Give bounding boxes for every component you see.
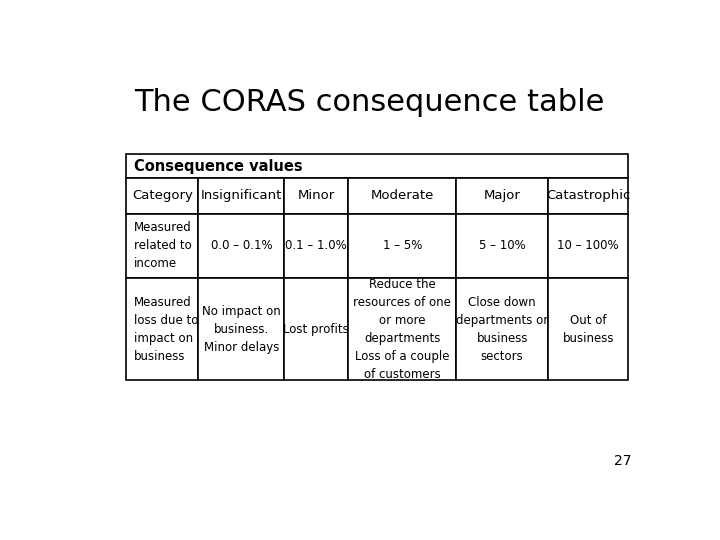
Bar: [348, 178, 456, 214]
Text: Moderate: Moderate: [371, 190, 434, 202]
Bar: [199, 278, 284, 380]
Text: Minor: Minor: [297, 190, 335, 202]
Text: Measured
loss due to
impact on
business: Measured loss due to impact on business: [133, 295, 198, 362]
Bar: [284, 214, 348, 278]
Bar: [126, 214, 199, 278]
Text: 1 – 5%: 1 – 5%: [382, 239, 422, 252]
Bar: [126, 178, 199, 214]
Text: Category: Category: [132, 190, 193, 202]
Bar: [456, 278, 548, 380]
Text: Out of
business: Out of business: [562, 314, 614, 345]
Text: Lost profits: Lost profits: [284, 322, 349, 335]
Text: No impact on
business.
Minor delays: No impact on business. Minor delays: [202, 305, 281, 354]
Bar: [456, 178, 548, 214]
Text: Close down
departments or
business
sectors: Close down departments or business secto…: [456, 295, 549, 362]
Text: 10 – 100%: 10 – 100%: [557, 239, 619, 252]
Bar: [284, 278, 348, 380]
Bar: [199, 214, 284, 278]
Bar: [548, 214, 629, 278]
Text: 5 – 10%: 5 – 10%: [479, 239, 526, 252]
Bar: [348, 214, 456, 278]
Text: Catastrophic: Catastrophic: [546, 190, 631, 202]
Bar: [456, 214, 548, 278]
Text: Measured
related to
income: Measured related to income: [133, 221, 192, 271]
Text: 0.1 – 1.0%: 0.1 – 1.0%: [285, 239, 347, 252]
Text: Reduce the
resources of one
or more
departments
Loss of a couple
of customers: Reduce the resources of one or more depa…: [354, 278, 451, 381]
Text: Consequence values: Consequence values: [133, 159, 302, 174]
Bar: [348, 278, 456, 380]
Bar: [548, 278, 629, 380]
Text: Major: Major: [484, 190, 521, 202]
Text: Insignificant: Insignificant: [201, 190, 282, 202]
Bar: [199, 178, 284, 214]
Bar: [548, 178, 629, 214]
Bar: [126, 278, 199, 380]
Text: The CORAS consequence table: The CORAS consequence table: [134, 87, 604, 117]
Bar: [126, 154, 629, 178]
Bar: [284, 178, 348, 214]
Text: 27: 27: [613, 454, 631, 468]
Text: 0.0 – 0.1%: 0.0 – 0.1%: [211, 239, 272, 252]
